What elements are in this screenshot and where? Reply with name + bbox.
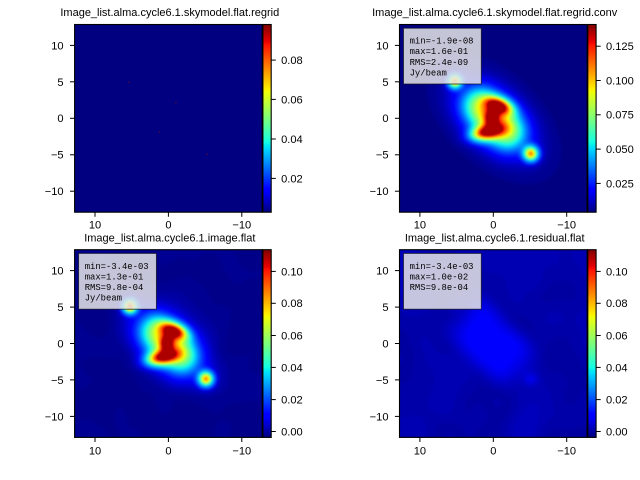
- svg-text:5: 5: [382, 302, 388, 314]
- svg-text:0.08: 0.08: [281, 55, 303, 67]
- svg-text:10: 10: [51, 266, 63, 278]
- svg-text:min=-3.4e-03: min=-3.4e-03: [85, 262, 149, 272]
- svg-text:−10: −10: [232, 220, 251, 232]
- svg-text:0.04: 0.04: [281, 134, 303, 146]
- svg-text:0.10: 0.10: [606, 266, 628, 278]
- svg-text:0.04: 0.04: [606, 362, 628, 374]
- svg-text:0: 0: [57, 338, 63, 350]
- svg-text:−10: −10: [45, 186, 64, 198]
- svg-text:10: 10: [376, 40, 388, 52]
- svg-text:Image_list.alma.cycle6.1.skymo: Image_list.alma.cycle6.1.skymodel.flat.r…: [372, 7, 618, 19]
- svg-text:min=-3.4e-03: min=-3.4e-03: [410, 262, 474, 272]
- svg-text:5: 5: [57, 302, 63, 314]
- svg-text:10: 10: [89, 220, 101, 232]
- svg-text:−5: −5: [51, 375, 64, 387]
- svg-text:−10: −10: [232, 446, 251, 458]
- svg-text:10: 10: [414, 446, 426, 458]
- svg-text:0: 0: [165, 446, 171, 458]
- svg-text:0.02: 0.02: [281, 173, 303, 185]
- svg-text:−10: −10: [370, 186, 389, 198]
- svg-text:−10: −10: [45, 411, 64, 423]
- svg-text:0: 0: [490, 446, 496, 458]
- svg-text:0.02: 0.02: [606, 395, 628, 407]
- svg-text:−5: −5: [376, 375, 389, 387]
- svg-text:0.06: 0.06: [281, 94, 303, 106]
- svg-text:0.125: 0.125: [606, 41, 634, 53]
- svg-text:5: 5: [57, 77, 63, 89]
- svg-text:0: 0: [490, 220, 496, 232]
- svg-text:Jy/beam: Jy/beam: [85, 294, 122, 304]
- svg-text:0.025: 0.025: [606, 178, 634, 190]
- svg-text:0.06: 0.06: [606, 330, 628, 342]
- svg-text:0.10: 0.10: [281, 266, 303, 278]
- svg-text:0.02: 0.02: [281, 395, 303, 407]
- svg-text:0.06: 0.06: [281, 330, 303, 342]
- svg-text:0.08: 0.08: [606, 298, 628, 310]
- svg-text:−5: −5: [376, 150, 389, 162]
- svg-text:Image_list.alma.cycle6.1.image: Image_list.alma.cycle6.1.image.flat: [84, 232, 255, 244]
- svg-text:max=1.0e-02: max=1.0e-02: [410, 272, 469, 282]
- svg-text:0: 0: [165, 220, 171, 232]
- svg-text:0.00: 0.00: [606, 426, 628, 438]
- svg-text:Image_list.alma.cycle6.1.skymo: Image_list.alma.cycle6.1.skymodel.flat.r…: [60, 7, 279, 19]
- svg-text:Jy/beam: Jy/beam: [410, 68, 447, 78]
- svg-text:10: 10: [51, 40, 63, 52]
- svg-text:RMS=9.8e-04: RMS=9.8e-04: [410, 283, 469, 293]
- svg-text:RMS=9.8e-04: RMS=9.8e-04: [85, 283, 144, 293]
- svg-text:0.00: 0.00: [281, 426, 303, 438]
- svg-text:−10: −10: [370, 411, 389, 423]
- svg-text:0.08: 0.08: [281, 298, 303, 310]
- svg-text:Image_list.alma.cycle6.1.resid: Image_list.alma.cycle6.1.residual.flat: [405, 232, 585, 244]
- svg-text:0: 0: [57, 113, 63, 125]
- svg-text:min=-1.9e-08: min=-1.9e-08: [410, 37, 474, 47]
- svg-text:0.050: 0.050: [606, 144, 634, 156]
- svg-text:0.04: 0.04: [281, 362, 303, 374]
- svg-text:−10: −10: [557, 446, 576, 458]
- svg-text:max=1.6e-01: max=1.6e-01: [410, 47, 469, 57]
- svg-text:0.100: 0.100: [606, 75, 634, 87]
- svg-text:RMS=2.4e-09: RMS=2.4e-09: [410, 58, 469, 68]
- svg-text:5: 5: [382, 77, 388, 89]
- svg-text:10: 10: [89, 446, 101, 458]
- svg-text:0: 0: [382, 338, 388, 350]
- svg-text:0.075: 0.075: [606, 110, 634, 122]
- svg-text:−10: −10: [557, 220, 576, 232]
- svg-text:max=1.3e-01: max=1.3e-01: [85, 272, 144, 282]
- svg-text:10: 10: [376, 266, 388, 278]
- svg-text:−5: −5: [51, 150, 64, 162]
- svg-text:0: 0: [382, 113, 388, 125]
- svg-text:10: 10: [414, 220, 426, 232]
